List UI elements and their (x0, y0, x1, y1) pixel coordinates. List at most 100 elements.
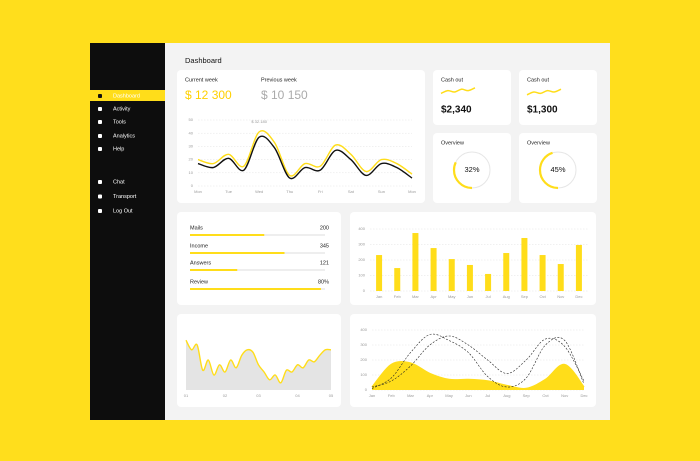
y-tick-label: 400 (358, 226, 365, 231)
previous-value: $ 10 150 (261, 88, 308, 102)
card (433, 133, 511, 203)
x-tick-label: Feb (394, 294, 402, 299)
nav-item[interactable]: Chat (113, 179, 125, 185)
x-tick-label: Mar (412, 294, 420, 299)
y-tick-label: 200 (358, 257, 365, 262)
x-tick-label: Tue (225, 189, 233, 194)
x-tick-label: 05 (329, 393, 334, 398)
line (197, 130, 413, 177)
nav-item[interactable]: Analytics (113, 133, 135, 139)
card-label: Overview (527, 140, 550, 146)
nav-item[interactable]: Help (113, 146, 124, 152)
stat-value: 345 (320, 243, 329, 249)
x-tick-label: Apr (427, 393, 434, 398)
icon (98, 94, 102, 98)
bar (485, 273, 492, 291)
x-tick-label: Mar (407, 393, 415, 398)
icon (98, 147, 102, 151)
cards (177, 70, 597, 407)
bar (376, 255, 383, 291)
bar (575, 244, 582, 291)
x-tick-label: Dec (575, 294, 582, 299)
progress-bar (190, 269, 238, 271)
y-tick-label: 400 (360, 327, 367, 332)
bar (430, 248, 437, 291)
x-tick-label: Feb (388, 393, 396, 398)
annotation: $ 32.180 (251, 119, 267, 124)
line (371, 360, 585, 390)
x-tick-label: Aug (503, 294, 510, 299)
card (519, 70, 597, 125)
nav-item[interactable]: Dashboard (113, 93, 140, 99)
y-tick-label: 20 (189, 157, 194, 162)
y-tick-label: 40 (189, 130, 194, 135)
x-tick-label: 03 (256, 393, 261, 398)
icon (98, 134, 102, 138)
stat-value: 80% (318, 279, 329, 285)
x-tick-label: 01 (184, 393, 189, 398)
x-tick-label: Thu (286, 189, 293, 194)
x-tick-label: Jul (486, 294, 491, 299)
stat-value: 121 (320, 260, 329, 266)
y-tick-label: 10 (189, 170, 194, 175)
x-tick-label: Jun (467, 294, 473, 299)
nav-item[interactable]: Transport (113, 194, 137, 200)
y-tick-label: 50 (189, 117, 194, 122)
x-tick-label: Wed (255, 189, 263, 194)
y-tick-label: 100 (358, 273, 365, 278)
bar (394, 268, 401, 291)
nav-item[interactable]: Tools (113, 119, 126, 125)
x-tick-label: Oct (542, 393, 549, 398)
card-label: Overview (441, 140, 464, 146)
progress-bar (190, 288, 321, 290)
stat-name: Income (190, 243, 208, 249)
x-tick-label: May (445, 393, 453, 398)
donut-label: 32% (464, 165, 479, 174)
bar (539, 255, 546, 291)
x-tick-label: Apr (430, 294, 437, 299)
donut-arc (538, 150, 578, 190)
card-label: Cash out (441, 77, 463, 83)
cash-value: $2,340 (441, 105, 472, 116)
bar (412, 233, 419, 291)
area (372, 361, 584, 390)
active-item (90, 90, 165, 101)
y-tick-label: 300 (358, 242, 365, 247)
sparkline (440, 87, 476, 95)
x-tick-label: Sep (521, 294, 529, 299)
line (371, 335, 585, 388)
x-tick-label: Jan (376, 294, 382, 299)
card (433, 70, 511, 125)
line (371, 333, 585, 389)
x-tick-label: Oct (539, 294, 546, 299)
icon (98, 209, 102, 213)
x-tick-label: Jun (465, 393, 471, 398)
nav-item[interactable]: Activity (113, 106, 131, 112)
donut-label: 45% (550, 165, 565, 174)
current-label: Current week (185, 77, 218, 83)
x-tick-label: Nov (561, 393, 568, 398)
x-tick-label: 02 (223, 393, 228, 398)
x-tick-label: Sun (378, 189, 385, 194)
line (197, 135, 413, 180)
x-tick-label: May (448, 294, 456, 299)
stat-name: Review (190, 279, 208, 285)
card (519, 133, 597, 203)
stat-value: 200 (320, 225, 329, 231)
bar (503, 253, 510, 291)
card (350, 212, 596, 305)
bar (448, 259, 455, 291)
x-tick-label: Nov (557, 294, 564, 299)
x-tick-label: Sat (348, 189, 355, 194)
y-tick-label: 0 (365, 387, 368, 392)
icon (98, 194, 102, 199)
x-tick-label: 04 (295, 393, 300, 398)
current-value: $ 12 300 (185, 88, 232, 102)
sidebar (90, 43, 165, 420)
nav-item[interactable]: Log Out (113, 208, 133, 214)
x-tick-label: Mon (408, 189, 416, 194)
x-tick-label: Jan (369, 393, 375, 398)
stat-name: Answers (190, 260, 211, 266)
